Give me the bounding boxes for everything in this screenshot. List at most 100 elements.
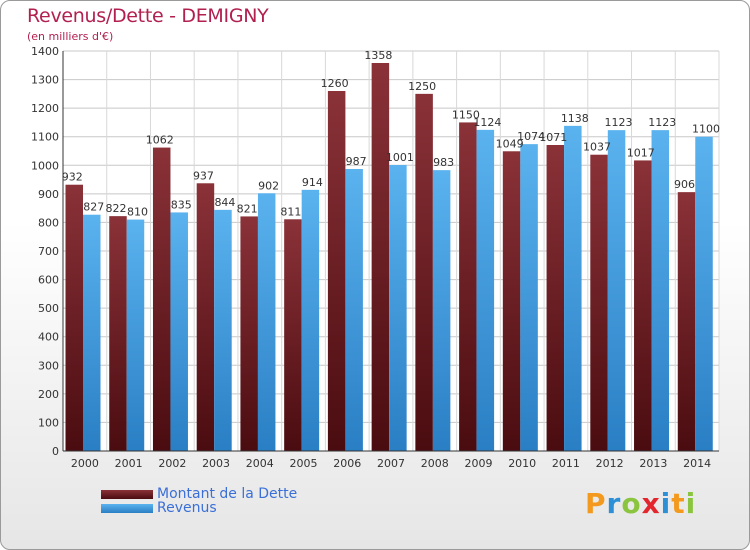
dette-bar — [327, 91, 346, 451]
x-tick-label: 2008 — [421, 457, 449, 470]
logo-letter: t — [671, 487, 686, 520]
dette-value-label: 821 — [237, 202, 258, 215]
dette-value-label: 1017 — [627, 146, 655, 159]
logo-letter: i — [660, 487, 672, 520]
dette-bar — [196, 183, 215, 452]
dette-value-label: 1062 — [146, 134, 174, 147]
dette-bar — [284, 219, 302, 451]
dette-bar — [590, 154, 608, 451]
dette-bar — [65, 184, 83, 451]
x-tick-label: 2002 — [158, 457, 186, 470]
revenus-bar — [695, 136, 713, 451]
x-tick-label: 2006 — [333, 457, 361, 470]
legend-label-revenus: Revenus — [157, 500, 217, 516]
revenus-bar — [607, 130, 626, 451]
y-tick-label: 700 — [38, 245, 59, 258]
revenus-bar — [476, 129, 495, 451]
x-tick-label: 2007 — [377, 457, 405, 470]
revenus-bar — [651, 130, 670, 451]
logo-letter: P — [585, 487, 607, 520]
y-tick-label: 1200 — [31, 102, 59, 115]
dette-value-label: 937 — [193, 169, 214, 182]
x-tick-label: 2000 — [71, 457, 99, 470]
revenus-value-label: 844 — [214, 196, 235, 209]
dette-value-label: 1260 — [321, 77, 349, 90]
dette-value-label: 822 — [105, 202, 126, 215]
legend-label-dette: Montant de la Dette — [157, 486, 298, 502]
x-tick-label: 2003 — [202, 457, 230, 470]
chart-legend: Montant de la Dette Revenus — [101, 486, 298, 516]
y-tick-label: 0 — [52, 445, 59, 458]
dette-bar — [502, 151, 521, 452]
chart-title: Revenus/Dette - DEMIGNY — [27, 5, 269, 27]
dette-bar — [546, 145, 565, 451]
dette-bar — [415, 93, 433, 451]
x-tick-label: 2001 — [115, 457, 143, 470]
x-tick-label: 2004 — [246, 457, 274, 470]
revenus-value-label: 835 — [171, 198, 192, 211]
dette-value-label: 932 — [62, 171, 83, 184]
y-tick-label: 1400 — [31, 45, 59, 58]
dette-bar — [152, 147, 171, 452]
y-tick-label: 300 — [38, 359, 59, 372]
logo-letter: x — [641, 487, 661, 520]
dette-value-label: 1358 — [364, 49, 392, 62]
dette-value-label: 811 — [280, 205, 301, 218]
legend-item-dette: Montant de la Dette — [101, 486, 298, 502]
revenus-bar — [257, 193, 276, 452]
y-tick-label: 100 — [38, 416, 59, 429]
x-tick-label: 2005 — [290, 457, 318, 470]
revenus-value-label: 1074 — [517, 130, 545, 143]
dette-value-label: 1250 — [408, 80, 436, 93]
x-tick-label: 2013 — [639, 457, 667, 470]
dette-bar — [677, 192, 696, 451]
revenus-value-label: 983 — [433, 156, 454, 169]
y-tick-label: 200 — [38, 388, 59, 401]
dette-value-label: 1071 — [539, 131, 567, 144]
x-tick-label: 2011 — [552, 457, 580, 470]
x-tick-label: 2012 — [596, 457, 624, 470]
x-tick-label: 2010 — [508, 457, 536, 470]
dette-value-label: 906 — [674, 178, 695, 191]
dette-value-label: 1049 — [496, 137, 524, 150]
revenus-value-label: 1123 — [605, 116, 633, 129]
dette-value-label: 1150 — [452, 108, 480, 121]
y-tick-label: 800 — [38, 216, 59, 229]
revenus-bar — [520, 144, 538, 451]
revenus-bar — [83, 214, 101, 451]
logo-letter: i — [685, 487, 697, 520]
proxiti-logo: Proxiti — [585, 487, 696, 520]
dette-bar — [634, 160, 652, 451]
legend-item-revenus: Revenus — [101, 500, 297, 516]
logo-letter: o — [621, 487, 642, 520]
chart-subtitle: (en milliers d'€) — [27, 30, 114, 43]
dette-bar — [371, 63, 390, 451]
revenus-bar — [126, 219, 145, 451]
revenus-value-label: 902 — [258, 179, 279, 192]
revenus-bar — [432, 170, 451, 451]
y-tick-label: 1000 — [31, 159, 59, 172]
revenus-value-label: 1100 — [692, 123, 720, 136]
revenus-bar — [389, 165, 407, 451]
legend-swatch-revenus — [101, 503, 153, 513]
revenus-bar — [564, 125, 582, 451]
revenus-value-label: 1123 — [648, 116, 676, 129]
y-tick-label: 400 — [38, 331, 59, 344]
dette-value-label: 1037 — [583, 141, 611, 154]
revenus-value-label: 1138 — [561, 112, 589, 125]
revenus-bar — [345, 169, 363, 451]
dette-bar — [240, 216, 258, 451]
y-tick-label: 500 — [38, 302, 59, 315]
x-tick-label: 2009 — [464, 457, 492, 470]
y-tick-label: 1300 — [31, 74, 59, 87]
revenus-bar — [214, 209, 232, 451]
revenus-bar — [301, 189, 320, 451]
revenus-bar — [170, 212, 188, 451]
revenus-value-label: 827 — [83, 201, 104, 214]
y-tick-label: 900 — [38, 188, 59, 201]
dette-bar — [459, 122, 477, 451]
y-tick-label: 1100 — [31, 131, 59, 144]
dette-bar — [109, 216, 127, 451]
